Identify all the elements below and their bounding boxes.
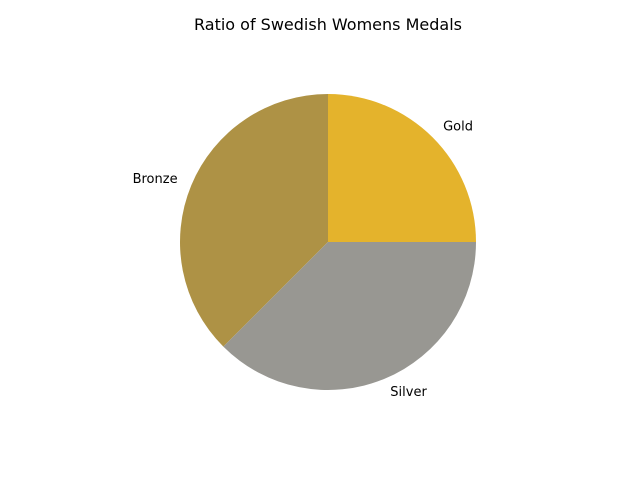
pie-label-bronze: Bronze: [133, 172, 178, 187]
pie-labels: Gold Bronze Silver: [133, 119, 473, 400]
pie-slices: [179, 94, 476, 391]
pie-slice-gold: [328, 94, 476, 242]
pie-slice-silver: [223, 242, 476, 391]
chart-title: Ratio of Swedish Womens Medals: [194, 15, 462, 34]
pie-slice-bronze: [179, 94, 328, 347]
pie-label-gold: Gold: [443, 119, 473, 134]
pie-label-silver: Silver: [390, 385, 427, 400]
